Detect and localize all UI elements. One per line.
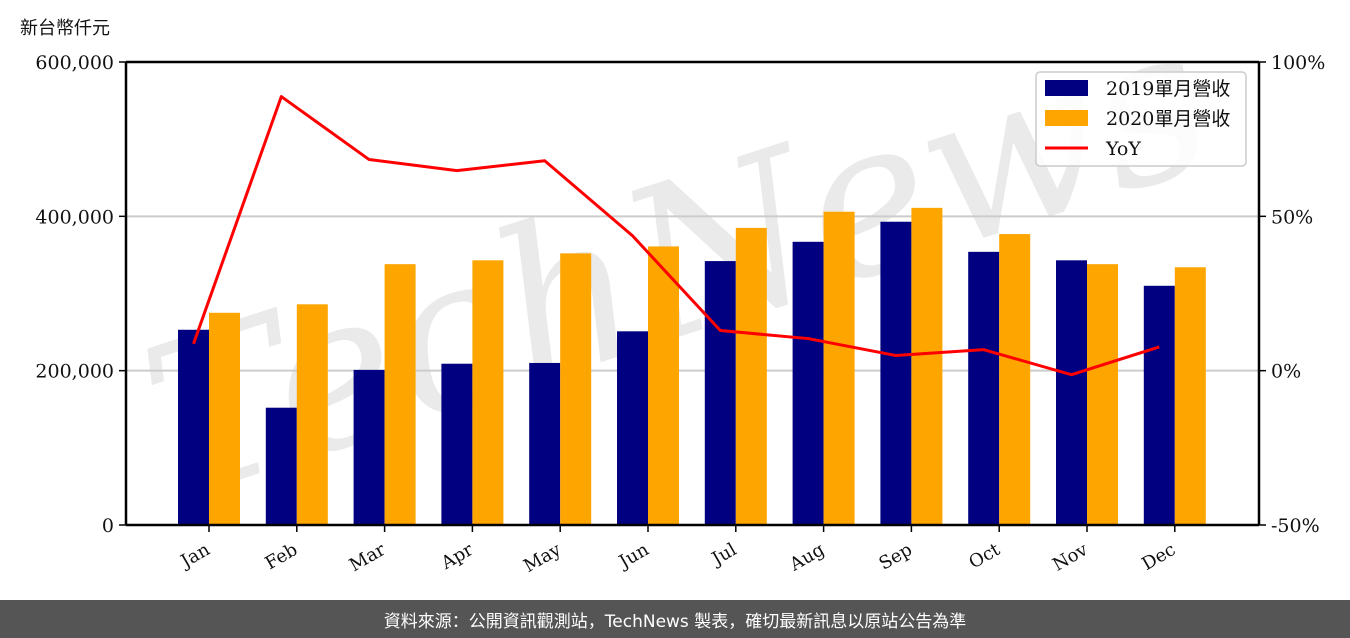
bar-2020	[911, 207, 943, 525]
bar-2019	[1143, 285, 1175, 525]
bar-2020	[1087, 264, 1118, 525]
x-tick-label: Aug	[785, 539, 828, 576]
x-tick-label: Sep	[876, 539, 916, 574]
bar-2020	[1174, 267, 1206, 525]
bar-2020	[209, 312, 240, 525]
legend-label: 2019單月營收	[1106, 78, 1230, 100]
x-tick-label: Jan	[176, 539, 214, 573]
y-tick-label: 400,000	[35, 206, 114, 228]
bar-2019	[353, 369, 385, 525]
y2-tick-label: -50%	[1271, 515, 1320, 537]
x-tick-label: Mar	[346, 539, 390, 576]
yoy-line	[192, 95, 1160, 377]
legend-swatch-2019	[1045, 80, 1088, 96]
bar-2019	[880, 221, 912, 526]
bar-2020	[560, 253, 592, 525]
bar-2020	[296, 304, 328, 525]
legend-box	[1035, 71, 1247, 167]
bar-2019	[529, 362, 561, 525]
x-tick-label: Feb	[262, 539, 302, 574]
legend-swatch-2020	[1045, 110, 1088, 126]
bar-2019	[617, 331, 648, 525]
revenue-chart: TechNews0200,000400,000600,000-50%0%50%1…	[35, 0, 1325, 577]
bar-2019	[1056, 260, 1087, 525]
legend-label: YoY	[1105, 138, 1141, 160]
x-tick-label: Apr	[437, 539, 477, 574]
y-tick-label: 200,000	[35, 361, 114, 383]
bar-2020	[823, 211, 855, 525]
x-tick-label: Jun	[614, 539, 653, 574]
y-tick-label: 0	[102, 515, 114, 537]
x-tick-label: Oct	[965, 539, 1004, 574]
bar-2020	[648, 246, 679, 525]
bar-2019	[704, 261, 736, 525]
legend-label: 2020單月營收	[1106, 108, 1230, 130]
bar-2019	[792, 241, 824, 525]
y2-tick-label: 0%	[1271, 361, 1301, 383]
x-tick-label: Jul	[707, 539, 741, 571]
bar-2019	[968, 251, 1000, 525]
bar-2019	[441, 363, 473, 525]
y2-tick-label: 100%	[1271, 52, 1325, 74]
x-tick-label: Nov	[1049, 539, 1092, 576]
bar-2020	[735, 227, 767, 526]
bar-2020	[472, 260, 504, 525]
x-tick-label: Dec	[1138, 539, 1179, 575]
bar-2020	[999, 234, 1031, 525]
source-footer: 資料來源：公開資訊觀測站，TechNews 製表，確切最新訊息以原站公告為準	[0, 600, 1350, 638]
y-axis-unit-label: 新台幣仟元	[20, 18, 110, 39]
bar-2020	[384, 264, 416, 525]
bar-2019	[178, 329, 209, 525]
y-tick-label: 600,000	[35, 52, 114, 74]
bar-2019	[265, 407, 297, 525]
y2-tick-label: 50%	[1271, 206, 1313, 228]
x-tick-label: May	[520, 539, 565, 577]
